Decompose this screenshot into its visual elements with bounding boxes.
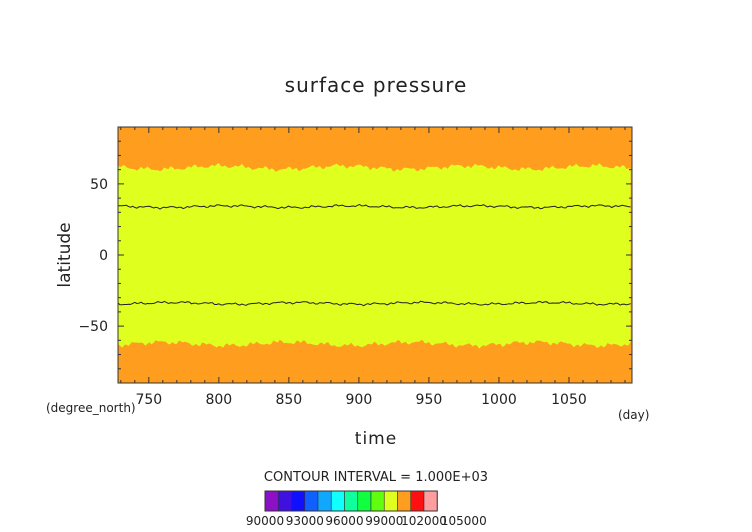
colorbar-swatch <box>370 490 385 512</box>
band-inner <box>118 162 631 349</box>
y-axis-label: latitude <box>55 222 75 287</box>
colorbar-swatch <box>410 490 425 512</box>
colorbar-swatch <box>383 490 398 512</box>
colorbar-swatch <box>330 490 345 512</box>
y-tick-label: −50 <box>78 319 108 335</box>
y-axis: 50 0 −50 <box>78 140 632 370</box>
x-tick-label: 750 <box>135 392 162 408</box>
chart-title: surface pressure <box>285 73 468 97</box>
x-axis: 750 800 850 900 950 1000 1050 <box>120 127 626 408</box>
colorbar-swatch <box>291 490 306 512</box>
x-tick-label: 950 <box>416 392 443 408</box>
colorbar <box>264 490 438 512</box>
colorbar-swatch <box>304 490 319 512</box>
colorbar-label: 90000 <box>246 514 284 528</box>
colorbar-label: 93000 <box>286 514 324 528</box>
colorbar-label: 102000 <box>401 514 447 528</box>
colorbar-label: 96000 <box>325 514 363 528</box>
plot-area <box>117 127 632 383</box>
x-unit-label: (day) <box>618 408 649 422</box>
contour-line <box>117 203 631 210</box>
colorbar-swatch <box>423 490 438 512</box>
colorbar-swatch <box>397 490 412 512</box>
colorbar-label: 99000 <box>365 514 403 528</box>
contour-line <box>117 300 631 307</box>
y-tick-label: 50 <box>90 177 108 193</box>
colorbar-swatch <box>317 490 332 512</box>
y-unit-label: (degree_north) <box>46 401 136 415</box>
x-tick-label: 1050 <box>551 392 587 408</box>
x-tick-label: 850 <box>275 392 302 408</box>
colorbar-swatch <box>357 490 372 512</box>
contour-interval-text: CONTOUR INTERVAL = 1.000E+03 <box>264 470 488 485</box>
colorbar-swatch <box>344 490 359 512</box>
x-tick-label: 800 <box>205 392 232 408</box>
y-tick-label: 0 <box>99 248 108 264</box>
x-tick-label: 1000 <box>481 392 517 408</box>
x-axis-label: time <box>355 429 397 449</box>
colorbar-swatch <box>277 490 292 512</box>
x-tick-label: 900 <box>346 392 373 408</box>
colorbar-swatch <box>264 490 279 512</box>
colorbar-frame <box>264 490 438 512</box>
colorbar-label: 105000 <box>441 514 487 528</box>
